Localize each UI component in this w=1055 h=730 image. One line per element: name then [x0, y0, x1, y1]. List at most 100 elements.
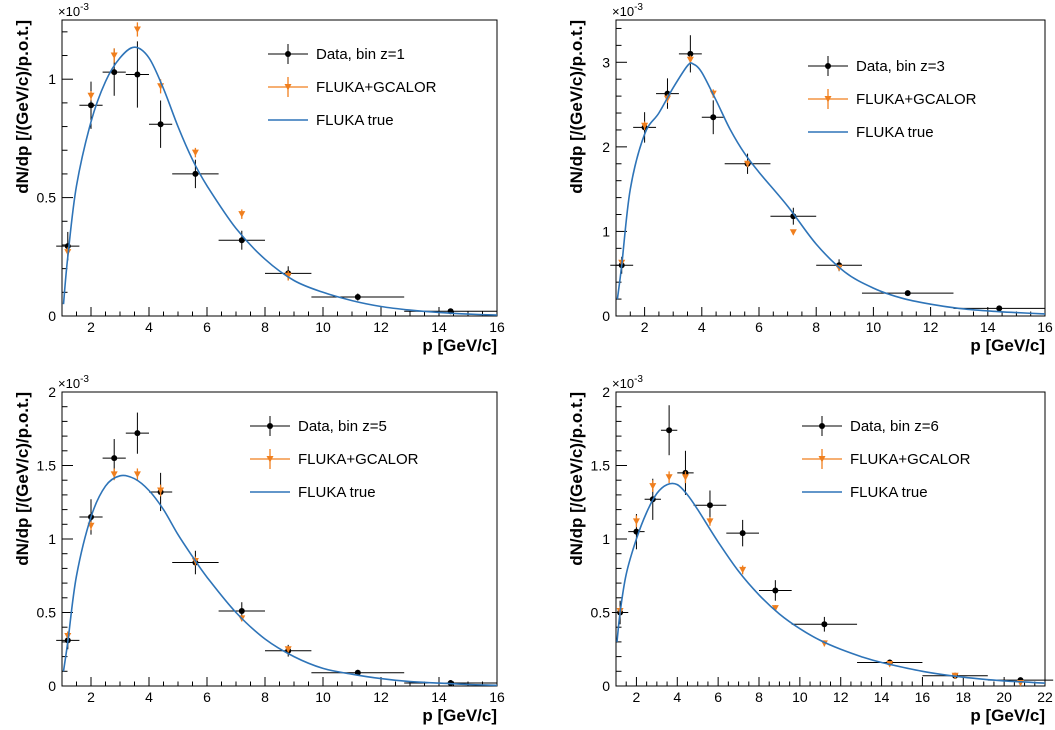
fluka-true-curve — [616, 482, 1046, 684]
mc-point — [191, 149, 199, 157]
y-exponent-label: ×10-3 — [612, 2, 643, 19]
legend-mc-marker — [824, 96, 832, 103]
mc-point — [238, 211, 246, 218]
series-1 — [611, 405, 1054, 684]
mc-point — [133, 26, 141, 33]
y-tick-label: 0 — [48, 678, 56, 694]
legend: Data, bin z=6 FLUKA+GCALOR FLUKA true — [802, 416, 971, 501]
y-tick-label: 0 — [48, 308, 56, 324]
legend-mc-marker — [266, 456, 274, 463]
x-tick-label: 6 — [714, 689, 722, 705]
mc-point — [681, 474, 689, 481]
mc-point — [789, 229, 797, 236]
plot-frame — [615, 391, 1046, 687]
legend-label: FLUKA+GCALOR — [856, 91, 977, 108]
y-tick-label: 1.5 — [37, 458, 57, 474]
y-tick-label: 1 — [602, 531, 610, 547]
y-exponent-power: -3 — [80, 374, 89, 385]
legend-label: FLUKA+GCALOR — [850, 451, 971, 468]
data-point — [134, 71, 141, 78]
x-tick-label: 16 — [1037, 319, 1053, 335]
y-exponent-power: -3 — [80, 2, 89, 13]
mc-point — [133, 471, 141, 478]
legend-label: FLUKA+GCALOR — [316, 79, 437, 96]
data-point — [157, 121, 164, 128]
mc-point — [686, 56, 694, 64]
fluka-true-curve — [62, 46, 498, 316]
y-axis-title: dN/dp [/(GeV/c)/p.o.t.] — [567, 20, 586, 194]
x-axis-title: p [GeV/c] — [422, 336, 497, 355]
legend-label: FLUKA true — [856, 124, 934, 141]
y-tick-label: 0.5 — [37, 605, 57, 621]
x-tick-label: 18 — [955, 689, 971, 705]
data-point — [666, 427, 673, 434]
x-tick-label: 2 — [87, 319, 95, 335]
mc-point — [632, 518, 640, 525]
mc-point — [284, 272, 292, 280]
mc-point — [665, 474, 673, 481]
x-axis-title: p [GeV/c] — [970, 336, 1045, 355]
fluka-true-curve — [616, 62, 1046, 315]
data-point — [238, 608, 245, 615]
y-axis-title: dN/dp [/(GeV/c)/p.o.t.] — [13, 20, 32, 194]
x-tick-label: 10 — [792, 689, 808, 705]
data-point — [710, 114, 717, 121]
x-tick-label: 12 — [923, 319, 939, 335]
series-1 — [610, 35, 1045, 312]
data-point — [772, 587, 779, 594]
legend-mc-marker — [284, 84, 292, 91]
y-tick-label: 0 — [602, 308, 610, 324]
legend-label: Data, bin z=6 — [850, 418, 939, 435]
legend-label: FLUKA true — [316, 112, 394, 129]
legend-label: FLUKA+GCALOR — [298, 451, 419, 468]
mc-point — [649, 483, 657, 490]
data-point — [111, 69, 118, 76]
x-tick-label: 10 — [315, 689, 331, 705]
fluka-true-curve — [62, 474, 498, 687]
data-point — [821, 621, 828, 628]
x-tick-label: 2 — [87, 689, 95, 705]
series-3 — [616, 62, 1046, 315]
x-axis-title: p [GeV/c] — [422, 706, 497, 725]
x-tick-label: 4 — [698, 319, 706, 335]
x-tick-label: 8 — [812, 319, 820, 335]
data-point — [739, 530, 746, 537]
data-point — [238, 237, 245, 244]
mc-point — [739, 566, 747, 574]
y-tick-label: 2 — [602, 139, 610, 155]
legend: Data, bin z=3 FLUKA+GCALOR FLUKA true — [808, 56, 977, 141]
y-axis-title: dN/dp [/(GeV/c)/p.o.t.] — [567, 392, 586, 566]
x-tick-label: 6 — [203, 319, 211, 335]
x-tick-label: 16 — [915, 689, 931, 705]
legend: Data, bin z=1 FLUKA+GCALOR FLUKA true — [268, 44, 437, 129]
chart-panel-1: 2 4 6 8 10 12 14 16 0 0.5 1 ×10-3 p [GeV/c] dN/dp [/(… — [13, 2, 505, 355]
y-exponent-power: -3 — [634, 2, 643, 13]
legend-data-marker — [825, 63, 831, 69]
data-point — [904, 290, 911, 297]
series-1 — [56, 412, 497, 687]
series-2 — [616, 471, 1024, 687]
y-tick-label: 2 — [48, 384, 56, 400]
x-tick-label: 2 — [633, 689, 641, 705]
y-tick-label: 2 — [602, 384, 610, 400]
legend-label: Data, bin z=5 — [298, 418, 387, 435]
y-tick-label: 1.5 — [591, 458, 611, 474]
legend-label: FLUKA true — [298, 484, 376, 501]
series-3 — [616, 482, 1046, 684]
x-tick-label: 6 — [755, 319, 763, 335]
mc-point — [641, 122, 649, 130]
plot-frame — [61, 391, 498, 687]
x-tick-label: 10 — [866, 319, 882, 335]
y-tick-label: 3 — [602, 54, 610, 70]
data-point — [134, 430, 141, 437]
y-exponent-label: ×10-3 — [58, 374, 89, 391]
x-tick-label: 12 — [373, 689, 389, 705]
y-exponent-label: ×10-3 — [612, 374, 643, 391]
x-tick-label: 12 — [833, 689, 849, 705]
data-point — [354, 294, 361, 301]
x-tick-label: 8 — [261, 689, 269, 705]
data-point — [88, 102, 94, 109]
